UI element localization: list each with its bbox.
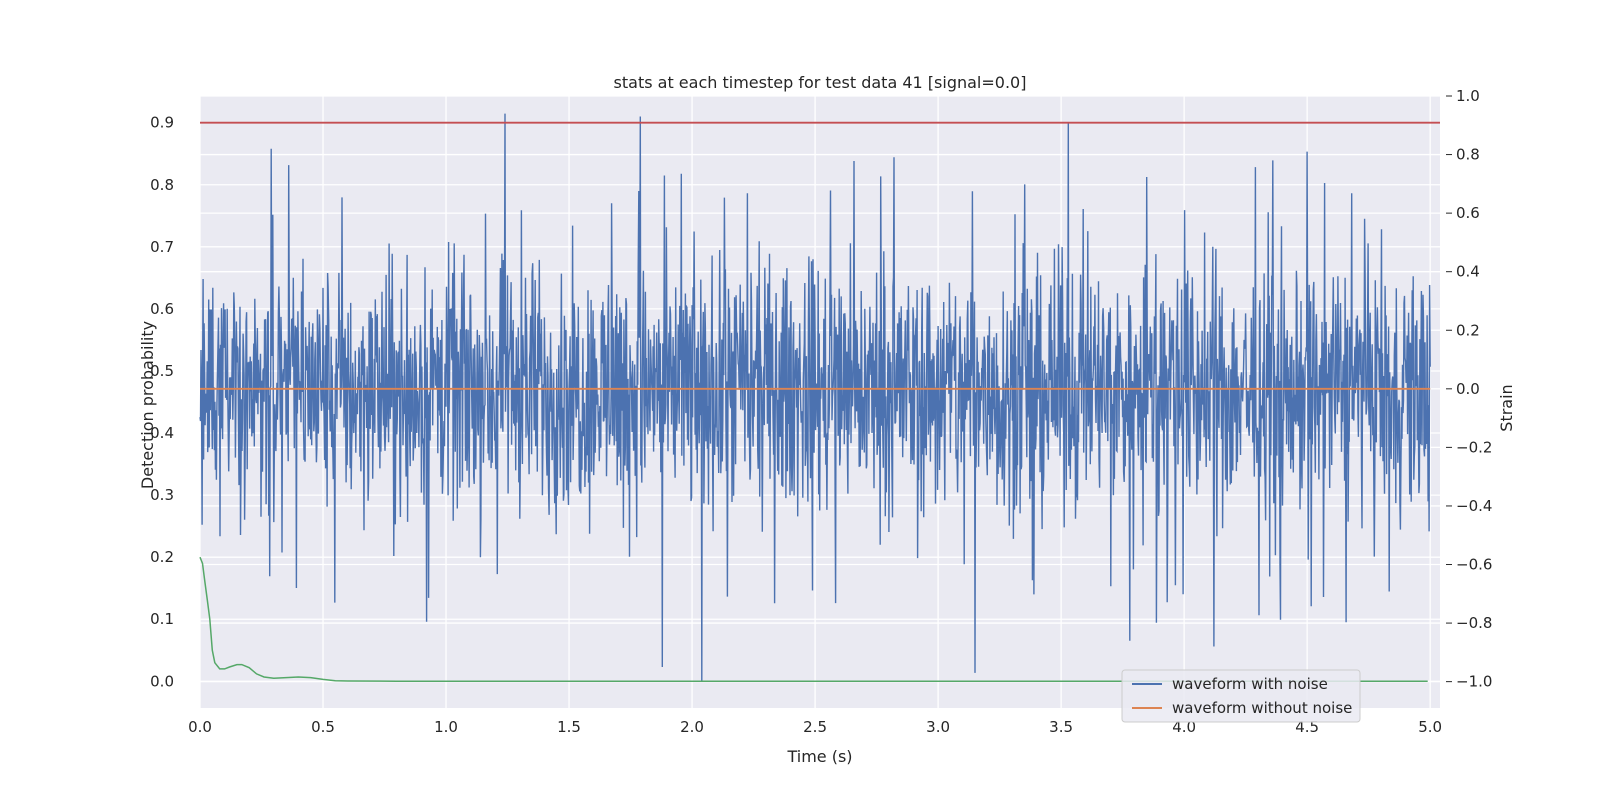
x-tick-label: 3.5	[1049, 718, 1073, 736]
x-tick-label: 1.0	[434, 718, 458, 736]
y-tick-label-left: 0.1	[150, 610, 174, 628]
x-tick-label: 5.0	[1418, 718, 1442, 736]
y-axis-label-left: Detection probability	[138, 321, 157, 489]
y-tick-label-left: 0.7	[150, 238, 174, 256]
y-tick-label-left: 0.6	[150, 300, 174, 318]
y-tick-label-left: 0.5	[150, 362, 174, 380]
series-waveform-with-noise	[199, 113, 1431, 682]
legend-label-clean: waveform without noise	[1172, 699, 1352, 717]
legend-box	[1121, 669, 1361, 723]
y-axis-label-right: Strain	[1497, 384, 1516, 431]
y-tick-label-left: 0.8	[150, 176, 174, 194]
series-detection-probability	[199, 556, 1428, 683]
x-tick-label: 0.5	[311, 718, 335, 736]
y-tick-label-right: 0.0	[1456, 380, 1480, 398]
x-tick-label: 2.0	[680, 718, 704, 736]
y-tick-label-right: 0.8	[1456, 146, 1480, 164]
x-tick-label: 0.0	[188, 718, 212, 736]
y-tick-label-right: −0.4	[1456, 497, 1492, 515]
chart-title: stats at each timestep for test data 41 …	[614, 73, 1027, 92]
series-layer	[199, 113, 1440, 683]
y-tick-label-left: 0.2	[150, 548, 174, 566]
x-axis-label: Time (s)	[786, 747, 852, 766]
y-tick-label-left: 0.9	[150, 114, 174, 132]
y-tick-label-right: 0.6	[1456, 204, 1480, 222]
y-tick-label-left: 0.0	[150, 672, 174, 690]
y-tick-label-right: 1.0	[1456, 87, 1480, 105]
y-tick-label-left: 0.4	[150, 424, 174, 442]
x-tick-label: 3.0	[926, 718, 950, 736]
legend-label-noise: waveform with noise	[1172, 675, 1328, 693]
y-tick-label-right: −0.6	[1456, 556, 1492, 574]
x-tick-label: 1.5	[557, 718, 581, 736]
y-tick-label-left: 0.3	[150, 486, 174, 504]
y-tick-label-right: −0.8	[1456, 614, 1492, 632]
y-tick-label-right: 0.4	[1456, 263, 1480, 281]
legend: waveform with noise waveform without noi…	[1121, 669, 1361, 723]
ticks: 0.0 0.5 1.0 1.5 2.0 2.5 3.0 3.5 4.0 4.5 5.00.00.10…	[150, 87, 1492, 736]
x-tick-label: 2.5	[803, 718, 827, 736]
y-tick-label-right: −1.0	[1456, 673, 1492, 691]
y-tick-label-right: −0.2	[1456, 438, 1492, 456]
y-tick-label-right: 0.2	[1456, 321, 1480, 339]
